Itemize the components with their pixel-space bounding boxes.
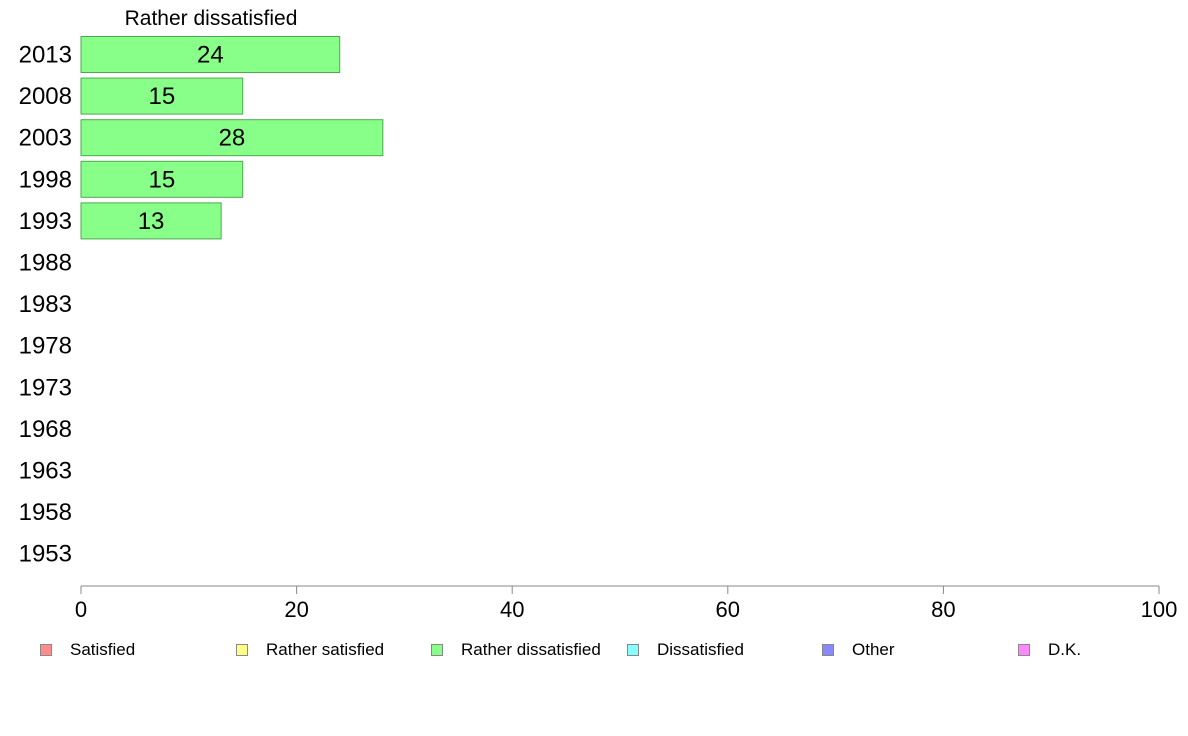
x-tick-label-100: 100 (1141, 597, 1178, 622)
legend-label: Other (852, 640, 895, 659)
legend-swatch (627, 644, 639, 656)
category-label-1988: 1988 (19, 250, 72, 277)
category-label-1978: 1978 (19, 333, 72, 360)
category-label-1998: 1998 (19, 166, 72, 193)
bar-2008 (80, 77, 244, 115)
category-label-2003: 2003 (19, 125, 72, 152)
bar-value-label-1993: 13 (138, 208, 165, 235)
legend-swatch (1018, 644, 1030, 656)
legend-swatch (822, 644, 834, 656)
legend-label: Rather satisfied (266, 640, 385, 659)
legend-item-3: Dissatisfied (627, 640, 744, 660)
x-tick-label-40: 40 (500, 597, 524, 622)
bar-chart-svg: Rather dissatisfied 20132008200319981993… (19, 7, 1178, 622)
legend-swatch (431, 644, 443, 656)
legend-item-1: Rather satisfied (236, 640, 384, 660)
legend-label: Dissatisfied (657, 640, 744, 659)
x-tick-label-0: 0 (75, 597, 87, 622)
category-label-2008: 2008 (19, 83, 72, 110)
bar-1993 (80, 202, 222, 240)
category-label-2013: 2013 (19, 42, 72, 69)
category-label-1993: 1993 (19, 208, 72, 235)
bar-2003 (80, 119, 384, 157)
legend: Satisfied Rather satisfied Rather dissatis… (0, 630, 1188, 670)
category-label-1963: 1963 (19, 458, 72, 485)
x-tick-label-80: 80 (931, 597, 955, 622)
legend-label: Satisfied (70, 640, 136, 659)
chart-title: Rather dissatisfied (125, 7, 298, 30)
category-label-1968: 1968 (19, 416, 72, 443)
category-label-1953: 1953 (19, 541, 72, 568)
bar-1998 (80, 160, 244, 198)
category-label-1973: 1973 (19, 374, 72, 401)
legend-swatch (40, 644, 52, 656)
legend-label: D.K. (1048, 640, 1082, 659)
legend-swatch (236, 644, 248, 656)
bar-value-label-1998: 15 (148, 166, 175, 193)
legend-item-5: D.K. (1018, 640, 1081, 660)
category-label-1983: 1983 (19, 291, 72, 318)
legend-item-2: Rather dissatisfied (431, 640, 601, 660)
legend-item-4: Other (822, 640, 895, 660)
bar-value-label-2013: 24 (197, 42, 224, 69)
category-label-1958: 1958 (19, 499, 72, 526)
legend-label: Rather dissatisfied (461, 640, 601, 659)
bar-value-label-2003: 28 (219, 125, 246, 152)
x-tick-label-60: 60 (716, 597, 740, 622)
bar-2013 (80, 36, 341, 73)
legend-item-0: Satisfied (40, 640, 135, 660)
x-tick-label-20: 20 (284, 597, 308, 622)
bar-value-label-2008: 15 (148, 83, 175, 110)
